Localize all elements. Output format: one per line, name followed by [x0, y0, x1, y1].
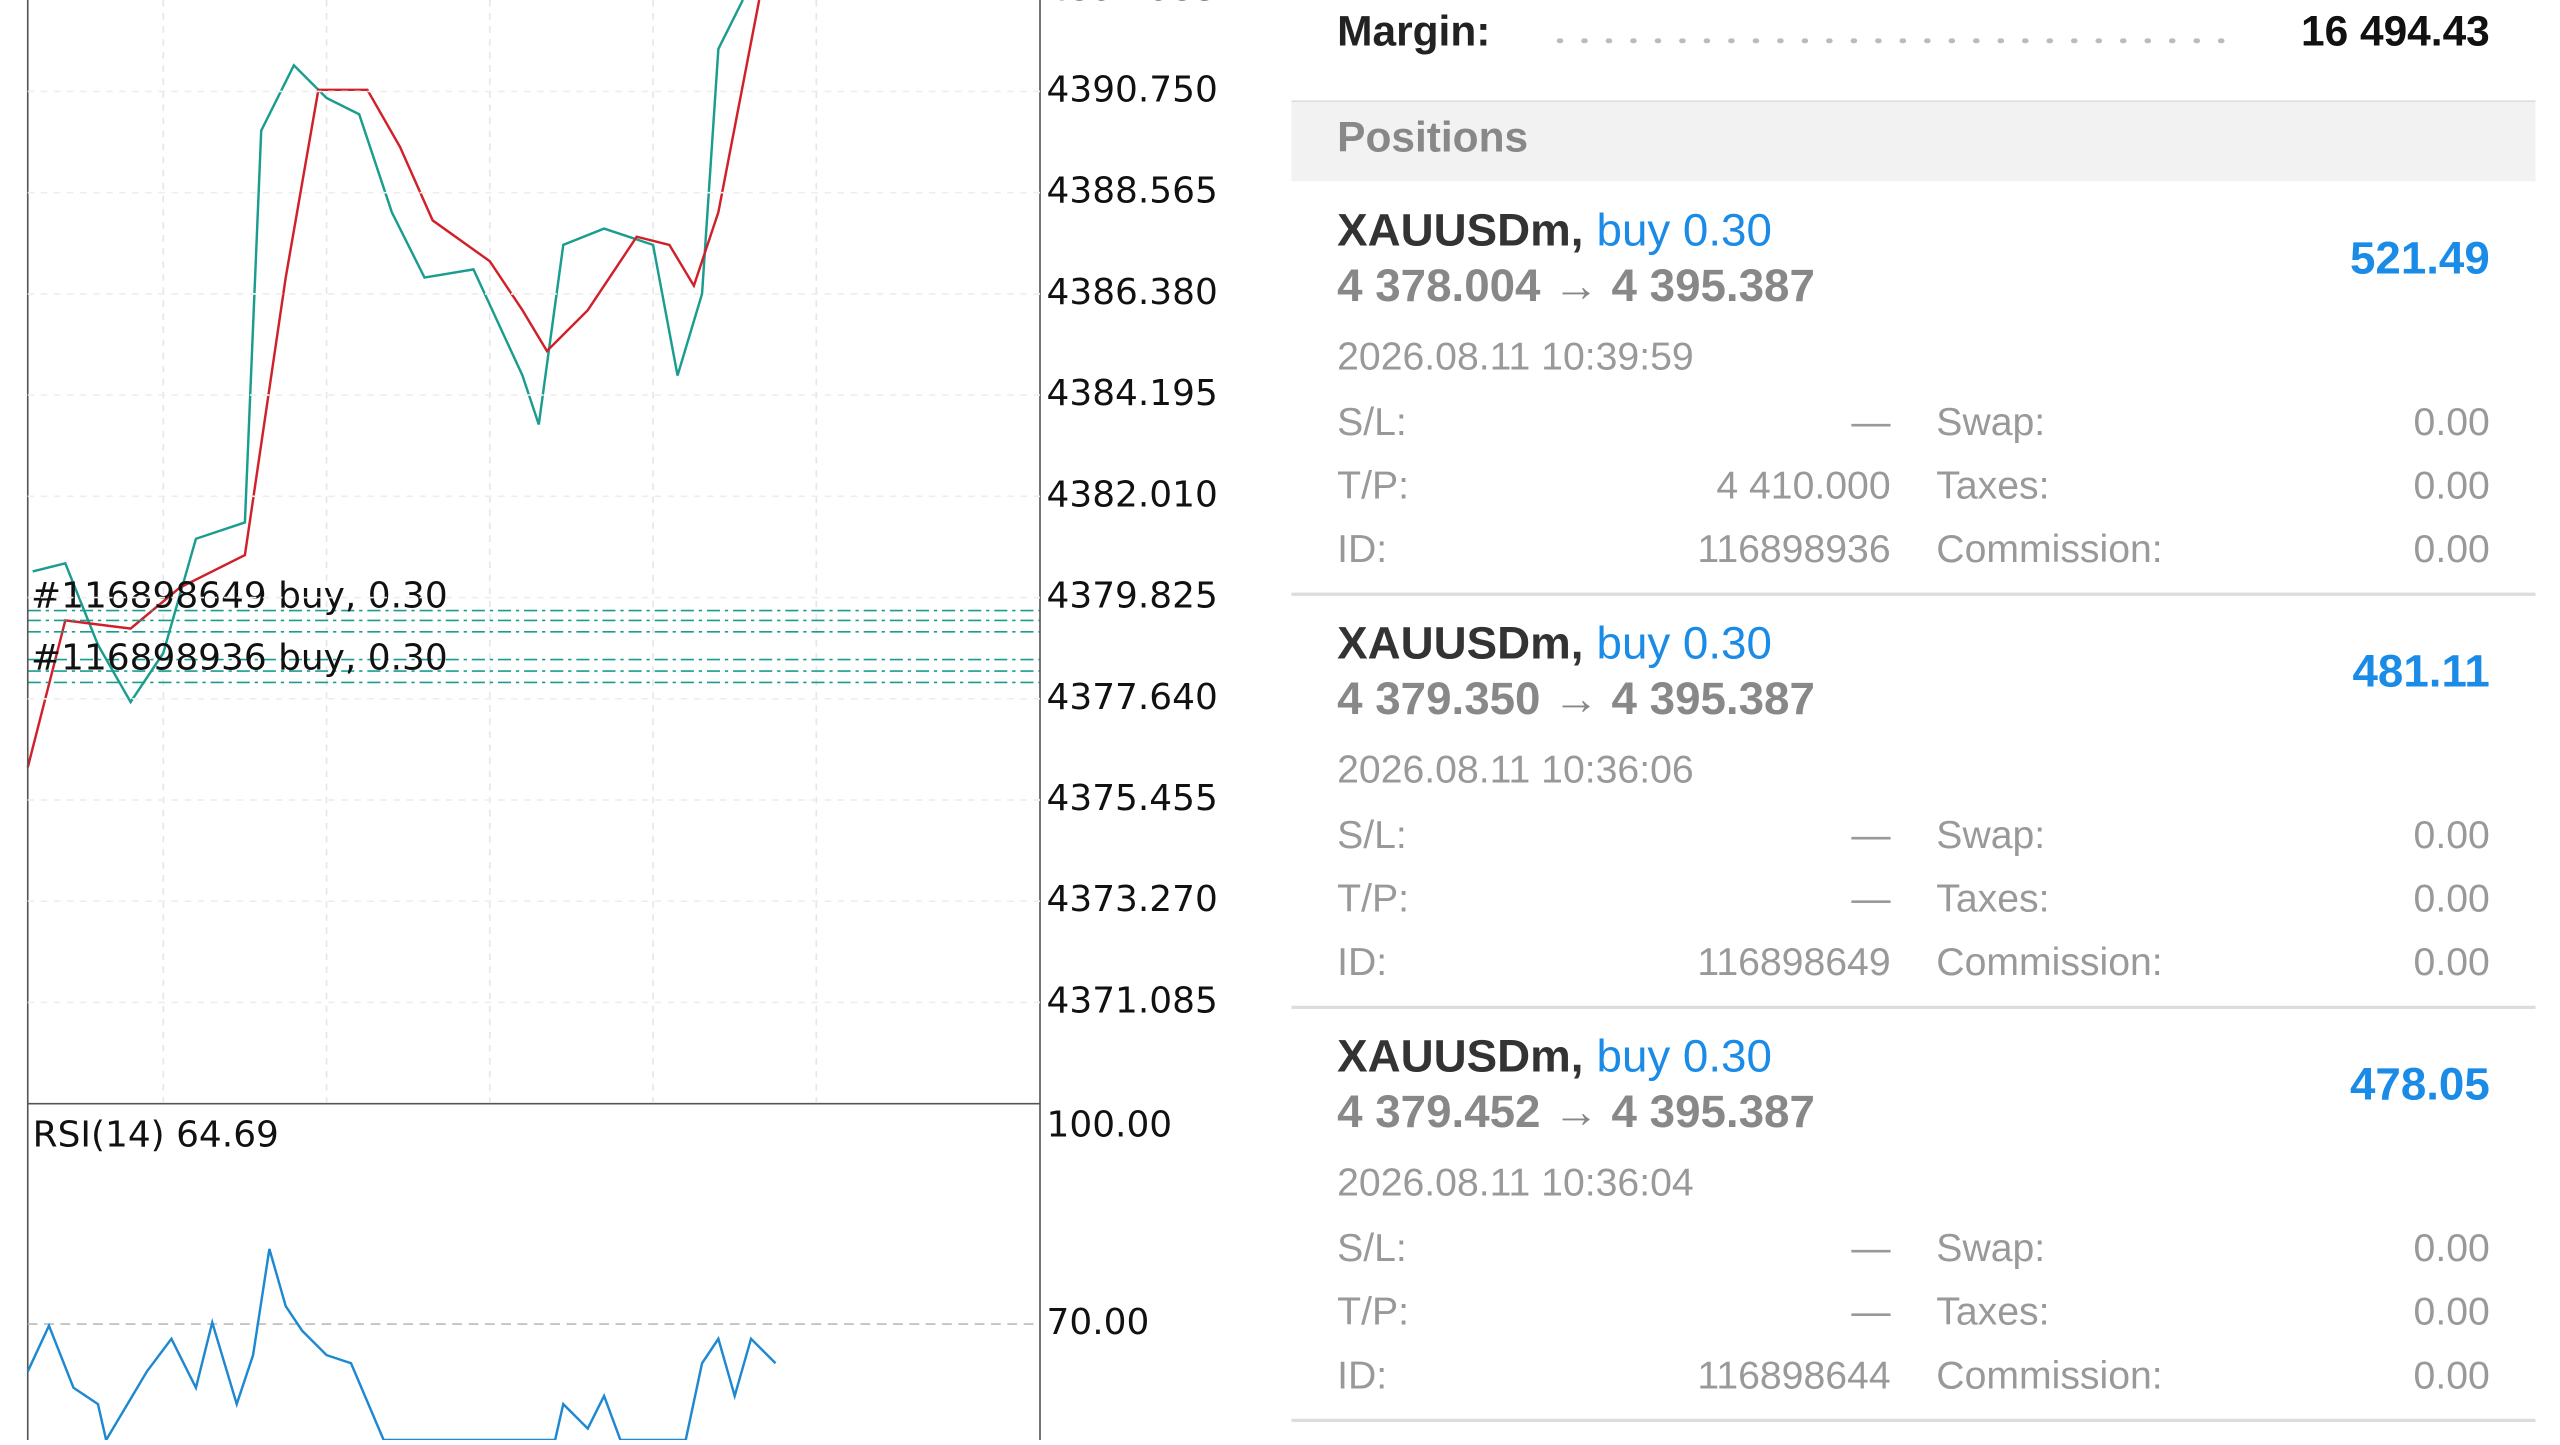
positions-header-bg: [1291, 101, 2536, 182]
price-axis-label: 4386.380: [1047, 272, 1218, 313]
field-label: Commission:: [1936, 528, 2162, 571]
rsi-line: [26, 1248, 777, 1444]
symbol: XAUUSDm, buy 0.30: [1337, 1031, 1772, 1082]
profit: 521.49: [2350, 232, 2490, 283]
price-axis-label: 4388.565: [1047, 171, 1218, 212]
symbol-name: XAUUSDm,: [1337, 1031, 1583, 1082]
rsi-axis-label: 100.00: [1047, 1105, 1173, 1146]
order-label: #116898936 buy, 0.30: [31, 638, 448, 679]
price-axis-label: 4373.270: [1047, 879, 1218, 920]
price-axis-label: 4384.195: [1047, 373, 1218, 414]
field-value: 0.00: [2414, 465, 2490, 508]
field-value: —: [1851, 878, 1891, 921]
field-label: Swap:: [1936, 1227, 2045, 1270]
prices: 4 378.004 → 4 395.387: [1337, 260, 1815, 311]
position-row[interactable]: XAUUSDm, buy 0.304 379.452 → 4 395.387 478…: [1291, 1031, 2536, 1423]
field-value: 0.00: [2414, 1291, 2490, 1334]
field-value: 0.00: [2414, 941, 2490, 984]
profit: 481.11: [2353, 645, 2490, 696]
rsi-label: RSI(14) 64.69: [33, 1114, 279, 1155]
price-axis-label: 4379.825: [1047, 576, 1218, 617]
rsi-axis-label: 70.00: [1047, 1302, 1150, 1343]
side: buy 0.30: [1597, 205, 1772, 256]
price-axis-label: 4390.750: [1047, 69, 1218, 110]
order-label: #116898649 buy, 0.30: [31, 576, 448, 617]
field-value: —: [1851, 1227, 1891, 1270]
field-label: T/P:: [1337, 1291, 1409, 1334]
price-axis-label: 4377.640: [1047, 677, 1218, 718]
field-label: Taxes:: [1936, 465, 2049, 508]
field-value: —: [1851, 401, 1891, 444]
positions-header: Positions: [1337, 114, 1528, 161]
field-label: S/L:: [1337, 401, 1407, 444]
field-label: Commission:: [1936, 941, 2162, 984]
side: buy 0.30: [1597, 1031, 1772, 1082]
price-axis-label: 4382.010: [1047, 474, 1218, 515]
field-label: Swap:: [1936, 814, 2045, 857]
symbol-name: XAUUSDm,: [1337, 618, 1583, 669]
symbol: XAUUSDm, buy 0.30: [1337, 205, 1772, 256]
ma-line: [26, 0, 761, 768]
field-label: T/P:: [1337, 465, 1409, 508]
field-value: 4 410.000: [1716, 465, 1890, 508]
field-label: S/L:: [1337, 814, 1407, 857]
field-value: 0.00: [2414, 1354, 2490, 1397]
field-label: ID:: [1337, 941, 1387, 984]
margin-value: 16 494.43: [2301, 8, 2490, 55]
symbol: XAUUSDm, buy 0.30: [1337, 618, 1772, 669]
field-value: 0.00: [2414, 1227, 2490, 1270]
symbol-name: XAUUSDm,: [1337, 205, 1583, 256]
field-label: ID:: [1337, 1354, 1387, 1397]
field-value: 0.00: [2414, 401, 2490, 444]
field-value: 0.00: [2414, 878, 2490, 921]
order-lines: [27, 609, 1040, 684]
open-time: 2026.08.11 10:39:59: [1337, 336, 1694, 379]
profit: 478.05: [2350, 1058, 2490, 1109]
field-value: —: [1851, 814, 1891, 857]
prices: 4 379.350 → 4 395.387: [1337, 673, 1815, 724]
price-axis-label: 4371.085: [1047, 980, 1218, 1021]
price-line: [32, 0, 744, 705]
open-time: 2026.08.11 10:36:04: [1337, 1162, 1694, 1205]
chart-grid: [162, 0, 818, 1103]
open-time: 2026.08.11 10:36:06: [1337, 749, 1694, 792]
field-value: 0.00: [2414, 814, 2490, 857]
field-label: Commission:: [1936, 1354, 2162, 1397]
price-axis-label: 4375.455: [1047, 778, 1218, 819]
position-row[interactable]: XAUUSDm, buy 0.304 378.004 → 4 395.387 521…: [1291, 205, 2536, 596]
field-value: 116898936: [1697, 528, 1890, 571]
field-label: T/P:: [1337, 878, 1409, 921]
field-value: —: [1851, 1291, 1891, 1334]
price-axis-label: 4392.935: [1047, 0, 1218, 9]
field-label: Taxes:: [1936, 878, 2049, 921]
margin-label: Margin:: [1337, 8, 1490, 55]
position-row[interactable]: XAUUSDm, buy 0.304 379.350 → 4 395.387 481…: [1291, 618, 2536, 1009]
field-value: 116898649: [1697, 941, 1890, 984]
field-label: Swap:: [1936, 401, 2045, 444]
field-value: 116898644: [1697, 1354, 1890, 1397]
side: buy 0.30: [1597, 618, 1772, 669]
field-label: S/L:: [1337, 1227, 1407, 1270]
field-value: 0.00: [2414, 528, 2490, 571]
field-label: Taxes:: [1936, 1291, 2049, 1334]
field-label: ID:: [1337, 528, 1387, 571]
prices: 4 379.452 → 4 395.387: [1337, 1086, 1815, 1137]
